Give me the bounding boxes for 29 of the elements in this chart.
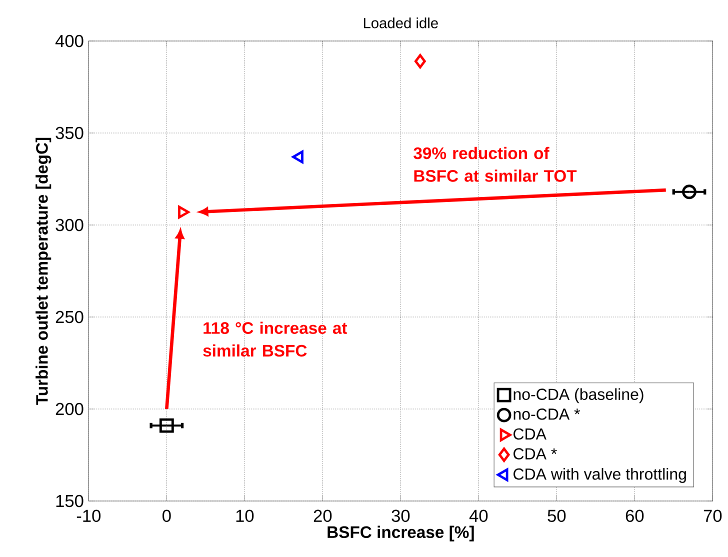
x-tick-label: -10: [76, 510, 101, 522]
annotation: 118 °C increase at similar BSFC: [203, 322, 348, 357]
x-tick-label: 30: [392, 510, 410, 522]
y-tick-label: 400: [55, 34, 84, 48]
annotation: 39% reduction of BSFC at similar TOT: [414, 146, 577, 182]
point: [159, 418, 174, 433]
x-tick-label: 0: [162, 510, 171, 522]
x-tick-label: 60: [626, 510, 644, 522]
y-tick-label: 250: [56, 310, 84, 324]
y-axis-title: Turbine outlet temperature [degC]: [36, 138, 52, 405]
x-tick-label: 50: [548, 510, 566, 522]
point: [682, 184, 696, 200]
y-tick-label: 350: [56, 126, 84, 140]
legend-label: CDA with valve throttling: [514, 468, 686, 483]
point: [292, 150, 304, 164]
y-tick-label: 150: [56, 494, 84, 508]
y-tick-label: 200: [56, 402, 84, 416]
y-tick-label: 300: [56, 218, 84, 232]
legend-label: CDA: [514, 428, 546, 440]
legend-label: no-CDA *: [514, 408, 580, 420]
legend-label: CDA *: [514, 448, 557, 460]
point: [414, 54, 426, 68]
x-tick-label: 70: [704, 510, 722, 522]
x-tick-label: 10: [236, 510, 254, 522]
x-tick-label: 40: [469, 510, 488, 522]
x-tick-label: 20: [314, 510, 332, 522]
chart-title: Loaded idle: [364, 18, 438, 28]
legend-label: no-CDA (baseline): [514, 388, 644, 404]
x-axis-title: BSFC increase [%]: [328, 526, 474, 542]
